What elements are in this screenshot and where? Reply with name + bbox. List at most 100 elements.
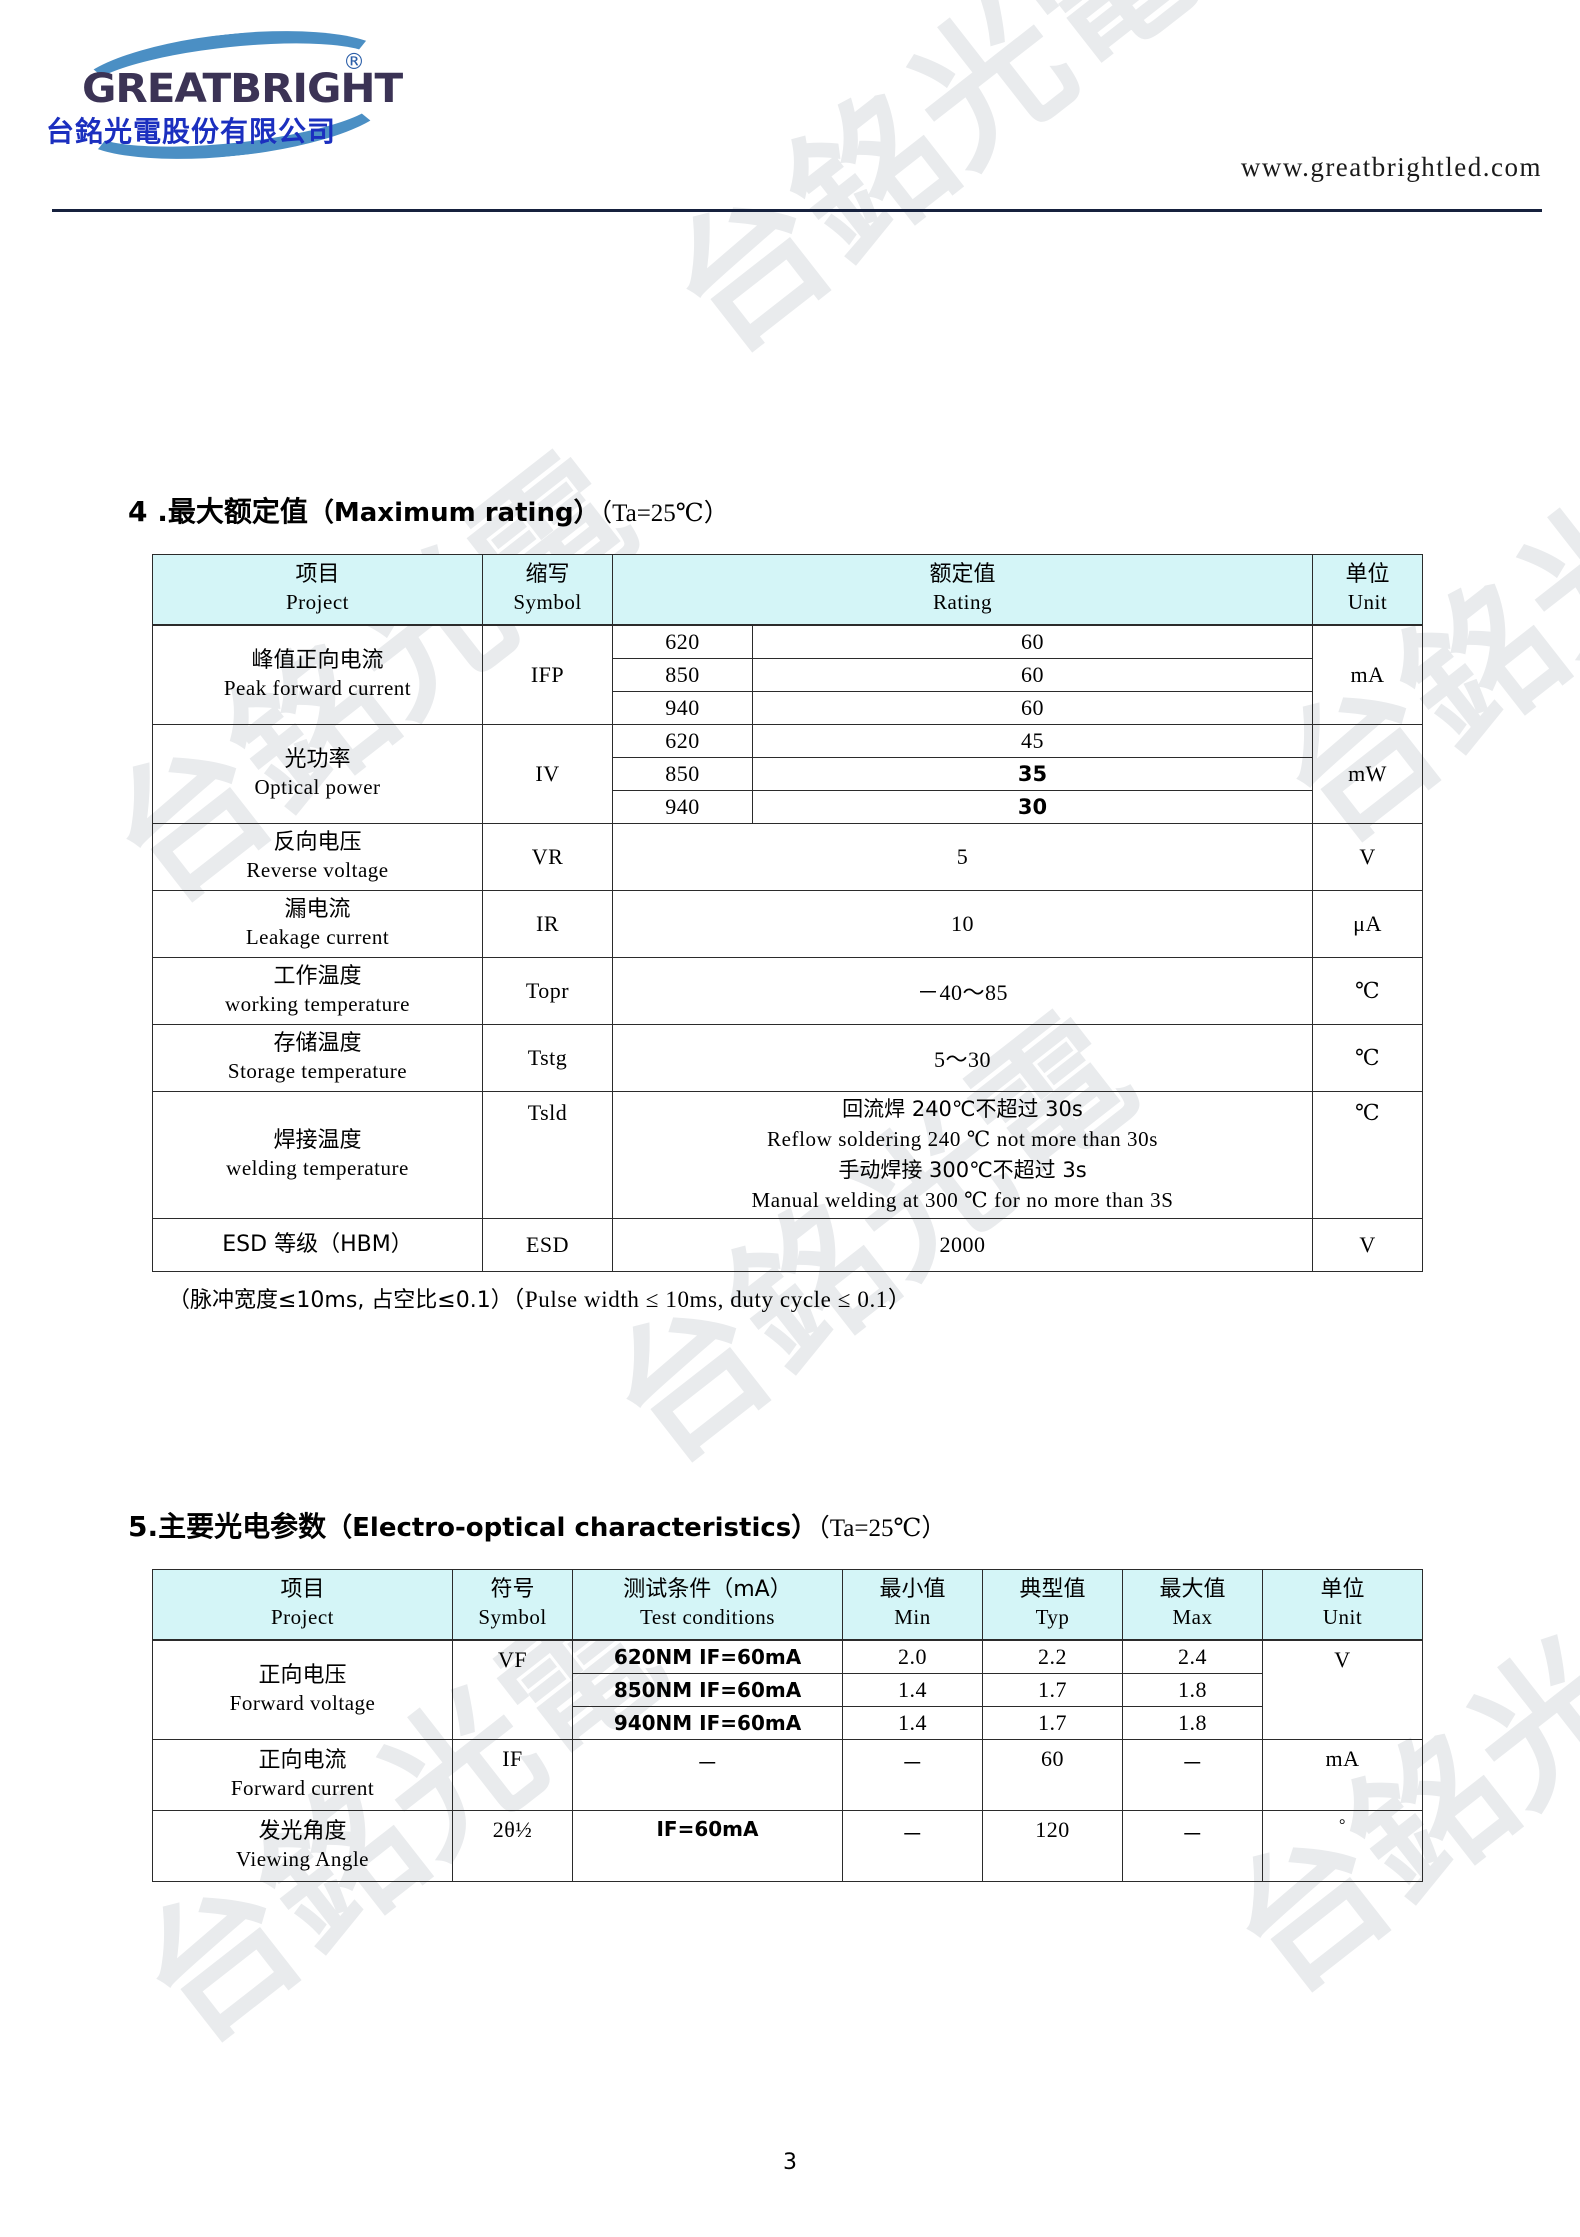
- cell-rating-value: 60: [751, 624, 1314, 659]
- table-header-row: 项目 Project 符号 Symbol 测试条件（mA） Test condi…: [152, 1568, 1423, 1641]
- cell-rating-value: －40～85: [611, 956, 1314, 1025]
- table-row: 存储温度 Storage temperature Tstg 5～30 ℃: [152, 1023, 1424, 1092]
- table-row: 光功率 Optical power IV 620 45 mW: [152, 723, 1424, 824]
- registered-trademark-icon: ®: [343, 50, 365, 75]
- cell-rating-value: 45: [751, 723, 1314, 758]
- cell-rating-value: 2000: [611, 1217, 1314, 1272]
- col-header-symbol: 符号 Symbol: [452, 1568, 573, 1641]
- cell-symbol: IF: [452, 1738, 573, 1811]
- col-header-symbol: 缩写 Symbol: [482, 553, 613, 626]
- col-header-max: 最大值 Max: [1122, 1568, 1263, 1641]
- col-header-min: 最小值 Min: [842, 1568, 983, 1641]
- section4-heading: 4 .最大额定值（Maximum rating）（Ta=25℃）: [128, 490, 1580, 530]
- cell-symbol: Tstg: [482, 1023, 613, 1092]
- table-row: 工作温度 working temperature Topr －40～85 ℃: [152, 956, 1424, 1025]
- note-english: （Pulse width ≤ 10ms, duty cycle ≤ 0.1）: [512, 1286, 912, 1312]
- cell-symbol: VR: [482, 822, 613, 891]
- col-header-unit: 单位 Unit: [1262, 1568, 1423, 1641]
- section5-title-en: （Electro-optical characteristics）: [326, 1513, 818, 1543]
- section-maximum-rating: 4 .最大额定值（Maximum rating）（Ta=25℃） 项目 Proj…: [0, 490, 1580, 1314]
- cell-project: 发光角度 Viewing Angle: [152, 1809, 453, 1882]
- cell-symbol: Topr: [482, 956, 613, 1025]
- table-header-row: 项目 Project 缩写 Symbol 额定值 Rating 单位 Unit: [152, 553, 1424, 626]
- cell-rating-value: 5: [611, 822, 1314, 891]
- table-row: 漏电流 Leakage current IR 10 μA: [152, 889, 1424, 958]
- cell-wavelength: 620: [612, 624, 753, 659]
- section5-condition: （Ta=25℃）: [817, 1515, 947, 1542]
- cell-unit: ℃: [1312, 1023, 1424, 1092]
- cell-min: 1.4: [842, 1672, 983, 1707]
- cell-test-condition: IF=60mA: [572, 1809, 843, 1882]
- cell-wavelength: 850: [612, 657, 753, 692]
- note-chinese: （脉冲宽度≤10ms, 占空比≤0.1）: [168, 1287, 513, 1313]
- cell-typ: 60: [982, 1738, 1123, 1811]
- cell-project: 反向电压 Reverse voltage: [152, 822, 483, 891]
- cell-typ: 1.7: [982, 1705, 1123, 1740]
- section4-title-en: （Maximum rating）: [307, 498, 600, 528]
- cell-unit: °: [1262, 1809, 1423, 1882]
- cell-rating-value: 30: [751, 789, 1314, 824]
- cell-rating-value: 回流焊 240℃不超过 30s Reflow soldering 240 ℃ n…: [611, 1090, 1314, 1219]
- cell-rating-value: 10: [611, 889, 1314, 958]
- cell-test-condition: －: [572, 1738, 843, 1811]
- col-header-rating: 额定值 Rating: [611, 553, 1314, 626]
- cell-project: 光功率 Optical power: [152, 723, 483, 824]
- table-row: 940 30: [153, 789, 1423, 824]
- cell-project: 焊接温度 welding temperature: [152, 1090, 483, 1219]
- cell-rating-value: 60: [751, 690, 1314, 725]
- cell-unit: ℃: [1312, 956, 1424, 1025]
- header-divider: [52, 209, 1542, 212]
- cell-test-condition: 620NM IF=60mA: [572, 1639, 843, 1674]
- table-row: 正向电压 Forward voltage VF 620NM IF=60mA 2.…: [152, 1639, 1423, 1740]
- cell-typ: 1.7: [982, 1672, 1123, 1707]
- pulse-width-note: （脉冲宽度≤10ms, 占空比≤0.1）（Pulse width ≤ 10ms,…: [168, 1280, 1580, 1314]
- cell-symbol: 2θ½: [452, 1809, 573, 1882]
- company-logo: GREATBRIGHT ®: [62, 17, 403, 178]
- cell-symbol: IR: [482, 889, 613, 958]
- table-row: ESD 等级（HBM） ESD 2000 V: [152, 1217, 1424, 1272]
- cell-project: 正向电压 Forward voltage: [152, 1639, 453, 1740]
- cell-rating-value: 60: [751, 657, 1314, 692]
- cell-wavelength: 940: [612, 789, 753, 824]
- table-row: 发光角度 Viewing Angle 2θ½ IF=60mA － 120: [152, 1809, 1423, 1882]
- cell-max: 1.8: [1122, 1672, 1263, 1707]
- cell-unit: V: [1262, 1639, 1423, 1740]
- section5-number: 5.: [128, 1510, 159, 1543]
- cell-max: 2.4: [1122, 1639, 1263, 1674]
- cell-max: －: [1122, 1809, 1263, 1882]
- cell-unit: mA: [1262, 1738, 1423, 1811]
- col-header-project: 项目 Project: [152, 1568, 453, 1641]
- cell-test-condition: 850NM IF=60mA: [572, 1672, 843, 1707]
- section4-number: 4 .: [128, 495, 168, 528]
- table-row: 峰值正向电流 Peak forward current IFP 620 60 m…: [152, 624, 1424, 725]
- cell-unit: μA: [1312, 889, 1424, 958]
- cell-project: 漏电流 Leakage current: [152, 889, 483, 958]
- cell-max: －: [1122, 1738, 1263, 1811]
- cell-project: 工作温度 working temperature: [152, 956, 483, 1025]
- section-electro-optical: 5.主要光电参数（Electro-optical characteristics…: [0, 1505, 1580, 1882]
- cell-unit: mW: [1312, 723, 1424, 824]
- page-number: 3: [783, 2150, 797, 2175]
- cell-min: 1.4: [842, 1705, 983, 1740]
- cell-min: －: [842, 1738, 983, 1811]
- maximum-rating-table: 项目 Project 缩写 Symbol 额定值 Rating 单位 Unit: [152, 553, 1424, 1272]
- cell-symbol: ESD: [482, 1217, 613, 1272]
- table-row: 焊接温度 welding temperature Tsld 回流焊 240℃不超…: [152, 1090, 1424, 1219]
- cell-test-condition: 940NM IF=60mA: [572, 1705, 843, 1740]
- cell-min: 2.0: [842, 1639, 983, 1674]
- cell-rating-value: 35: [751, 756, 1314, 791]
- table-row: 940NM IF=60mA 1.4 1.7 1.8: [153, 1705, 1423, 1740]
- col-header-test-conditions: 测试条件（mA） Test conditions: [572, 1568, 843, 1641]
- section5-heading: 5.主要光电参数（Electro-optical characteristics…: [128, 1505, 1580, 1545]
- cell-rating-value: 5～30: [611, 1023, 1314, 1092]
- cell-symbol: VF: [452, 1639, 573, 1740]
- table-row: 反向电压 Reverse voltage VR 5 V: [152, 822, 1424, 891]
- section4-title-cn: 最大额定值: [167, 495, 308, 528]
- cell-unit: V: [1312, 822, 1424, 891]
- cell-project: 峰值正向电流 Peak forward current: [152, 624, 483, 725]
- website-url: www.greatbrightled.com: [1240, 152, 1542, 182]
- col-header-project: 项目 Project: [152, 553, 483, 626]
- page-header: GREATBRIGHT ® 台銘光電股份有限公司 www.greatbright…: [0, 0, 1580, 215]
- cell-unit: V: [1312, 1217, 1424, 1272]
